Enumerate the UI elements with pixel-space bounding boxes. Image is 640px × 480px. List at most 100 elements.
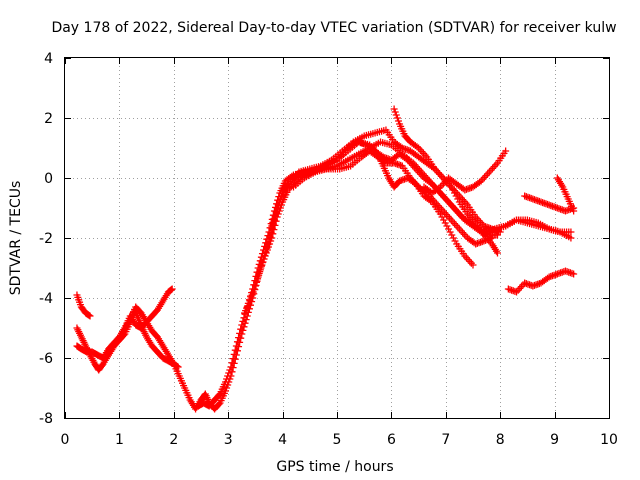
series-track-10 bbox=[390, 105, 501, 257]
data-point-marker bbox=[276, 195, 284, 203]
data-point-marker bbox=[275, 198, 283, 206]
x-tick-labels: 0 1 2 3 4 5 6 7 8 9 10 bbox=[61, 432, 618, 448]
data-point-marker bbox=[272, 208, 280, 216]
data-point-marker bbox=[273, 204, 281, 212]
data-point-marker bbox=[236, 329, 244, 337]
x-tick-label: 5 bbox=[333, 432, 342, 448]
data-point-marker bbox=[493, 249, 501, 257]
data-point-marker bbox=[449, 186, 457, 194]
data-point-marker bbox=[448, 231, 456, 239]
data-point-marker bbox=[268, 234, 276, 242]
data-point-marker bbox=[252, 278, 260, 286]
data-point-marker bbox=[249, 288, 257, 296]
data-point-marker bbox=[263, 235, 271, 243]
data-point-marker bbox=[390, 105, 398, 113]
data-point-marker bbox=[447, 183, 455, 191]
series-track-9 bbox=[289, 138, 477, 269]
x-tick-label: 6 bbox=[387, 432, 396, 448]
data-point-marker bbox=[271, 211, 279, 219]
data-point-marker bbox=[567, 234, 575, 242]
data-point-marker bbox=[452, 192, 460, 200]
data-point-marker bbox=[233, 338, 241, 346]
data-point-marker bbox=[226, 366, 234, 374]
data-point-marker bbox=[260, 255, 268, 263]
data-point-marker bbox=[223, 384, 231, 392]
data-point-marker bbox=[251, 282, 259, 290]
data-point-marker bbox=[451, 237, 459, 245]
data-point-marker bbox=[445, 225, 453, 233]
y-tick-labels: -8 -6 -4 -2 0 2 4 bbox=[39, 51, 53, 427]
data-point-marker bbox=[250, 285, 258, 293]
data-point-marker bbox=[269, 218, 277, 226]
data-point-marker bbox=[513, 288, 521, 296]
data-point-marker bbox=[570, 270, 578, 278]
data-point-marker bbox=[229, 355, 237, 363]
data-point-marker bbox=[238, 321, 246, 329]
data-point-marker bbox=[270, 226, 278, 234]
data-point-marker bbox=[215, 400, 223, 408]
grid bbox=[65, 58, 609, 418]
data-point-marker bbox=[215, 391, 223, 399]
data-point-marker bbox=[567, 228, 575, 236]
data-point-marker bbox=[228, 359, 236, 367]
data-point-marker bbox=[86, 312, 94, 320]
x-tick-label: 7 bbox=[441, 432, 450, 448]
data-point-marker bbox=[451, 189, 459, 197]
data-point-marker bbox=[239, 317, 247, 325]
axis-ticks bbox=[65, 58, 610, 419]
data-point-marker bbox=[274, 201, 282, 209]
y-tick-label: -4 bbox=[39, 291, 53, 307]
y-tick-label: 2 bbox=[44, 111, 53, 127]
data-point-marker bbox=[443, 222, 451, 230]
data-point-marker bbox=[436, 210, 444, 218]
data-point-marker bbox=[446, 228, 454, 236]
data-point-marker bbox=[225, 369, 233, 377]
series-track-4 bbox=[105, 303, 182, 371]
data-point-marker bbox=[246, 297, 254, 305]
data-point-marker bbox=[223, 375, 231, 383]
data-point-marker bbox=[502, 147, 510, 155]
data-point-marker bbox=[224, 372, 232, 380]
x-tick-label: 2 bbox=[169, 432, 178, 448]
data-point-marker bbox=[230, 350, 238, 358]
data-point-marker bbox=[278, 192, 286, 200]
data-point-marker bbox=[392, 111, 400, 119]
data-point-marker bbox=[221, 378, 229, 386]
data-point-marker bbox=[263, 246, 271, 254]
data-point-marker bbox=[394, 117, 402, 125]
series-track-13 bbox=[521, 192, 578, 215]
x-tick-label: 9 bbox=[550, 432, 559, 448]
data-point-marker bbox=[427, 197, 435, 205]
data-point-marker bbox=[258, 261, 266, 269]
series-track-6 bbox=[194, 138, 575, 410]
x-tick-label: 1 bbox=[115, 432, 124, 448]
y-tick-label: -6 bbox=[39, 351, 53, 367]
data-point-marker bbox=[264, 243, 272, 251]
data-point-marker bbox=[438, 213, 446, 221]
data-point-marker bbox=[237, 325, 245, 333]
plot-frame bbox=[64, 57, 610, 419]
y-tick-label: 4 bbox=[44, 51, 53, 67]
data-point-marker bbox=[248, 291, 256, 299]
series-track-15 bbox=[504, 267, 578, 296]
series-track-3 bbox=[73, 285, 176, 362]
chart-title: Day 178 of 2022, Sidereal Day-to-day VTE… bbox=[51, 20, 616, 36]
data-point-marker bbox=[265, 228, 273, 236]
data-point-marker bbox=[259, 258, 267, 266]
data-point-marker bbox=[247, 294, 255, 302]
data-point-marker bbox=[454, 195, 462, 203]
data-point-marker bbox=[269, 230, 277, 238]
data-point-marker bbox=[267, 237, 275, 245]
data-point-marker bbox=[255, 271, 263, 279]
data-point-marker bbox=[235, 334, 243, 342]
series-track-7 bbox=[241, 147, 496, 317]
data-point-marker bbox=[476, 178, 484, 186]
series-track-11 bbox=[420, 147, 510, 197]
x-tick-label: 0 bbox=[61, 432, 70, 448]
x-tick-label: 10 bbox=[600, 432, 618, 448]
data-point-marker bbox=[168, 285, 176, 293]
data-point-marker bbox=[262, 239, 270, 247]
data-point-marker bbox=[261, 252, 269, 260]
data-point-marker bbox=[435, 184, 443, 192]
